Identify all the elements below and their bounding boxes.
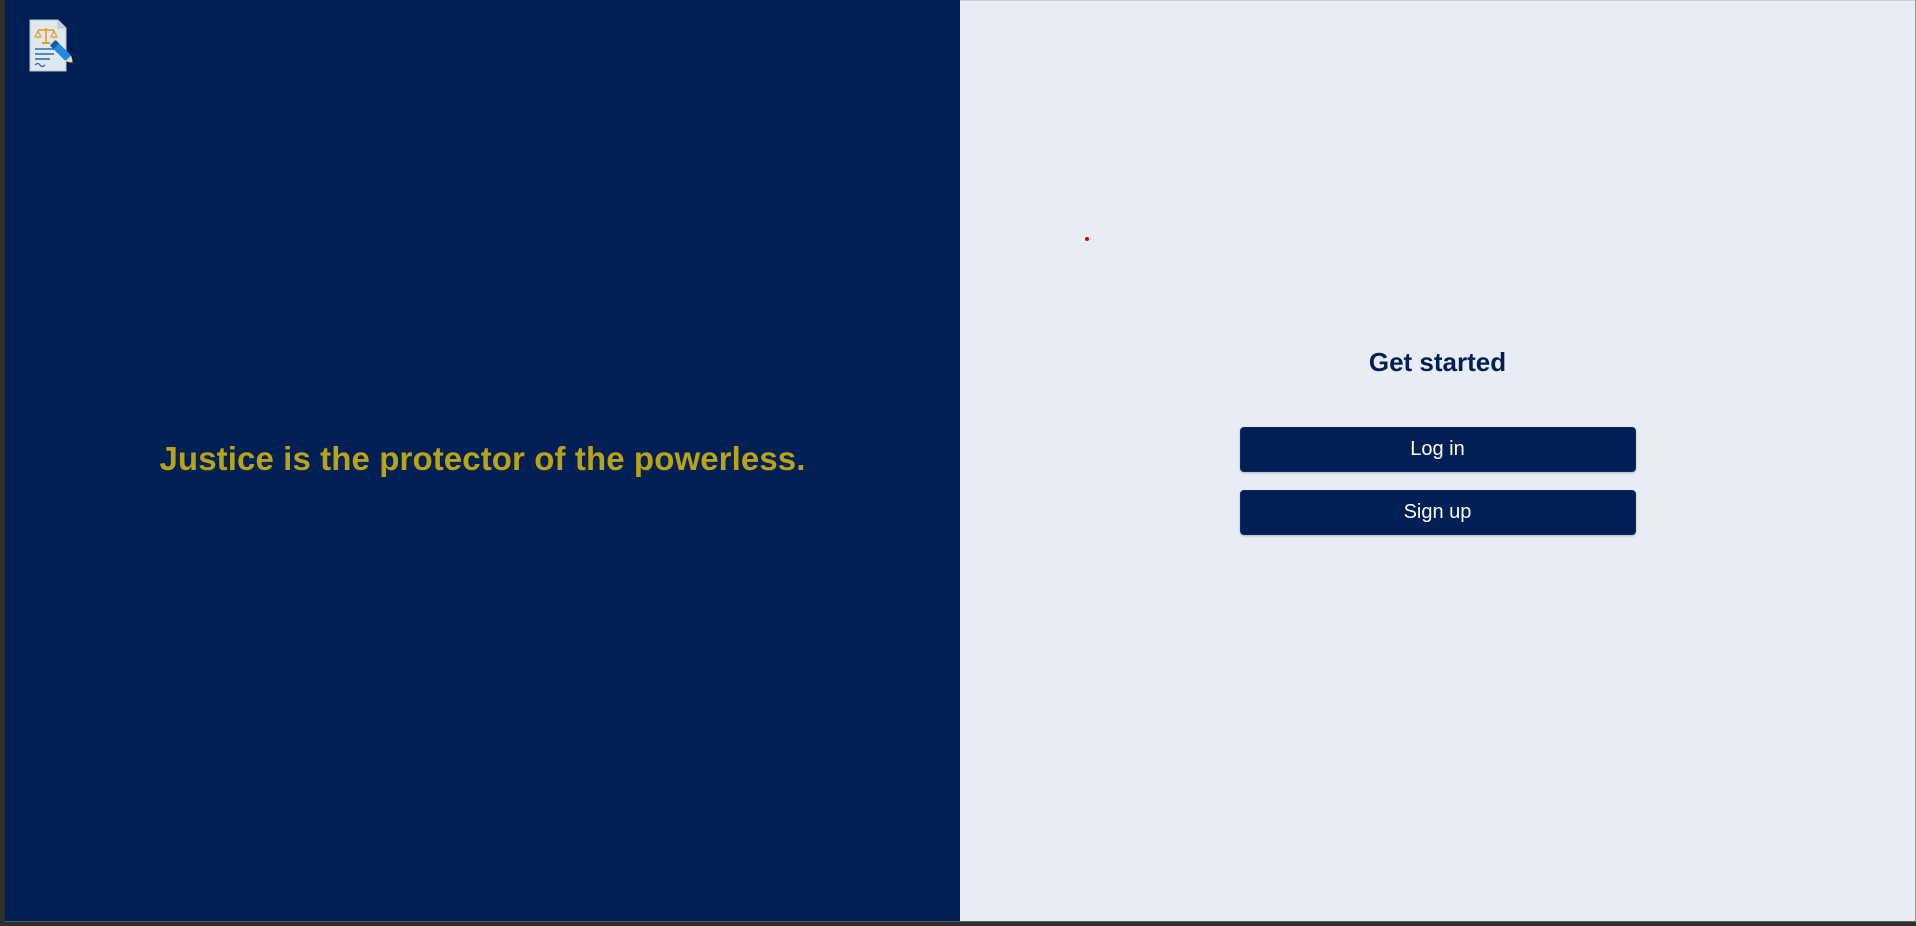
hero-panel: Justice is the protector of the powerles…: [5, 0, 960, 921]
hero-quote: Justice is the protector of the powerles…: [159, 440, 806, 477]
red-dot-marker: [1085, 237, 1089, 241]
get-started-title: Get started: [1368, 347, 1507, 377]
auth-panel: Get started Log in Sign up: [960, 0, 1915, 921]
legal-document-icon: [24, 18, 80, 72]
signup-button[interactable]: Sign up: [1239, 490, 1636, 535]
auth-box: Get started Log in Sign up: [960, 346, 1915, 535]
login-button[interactable]: Log in: [1239, 427, 1636, 472]
app-window: Justice is the protector of the powerles…: [5, 0, 1916, 922]
